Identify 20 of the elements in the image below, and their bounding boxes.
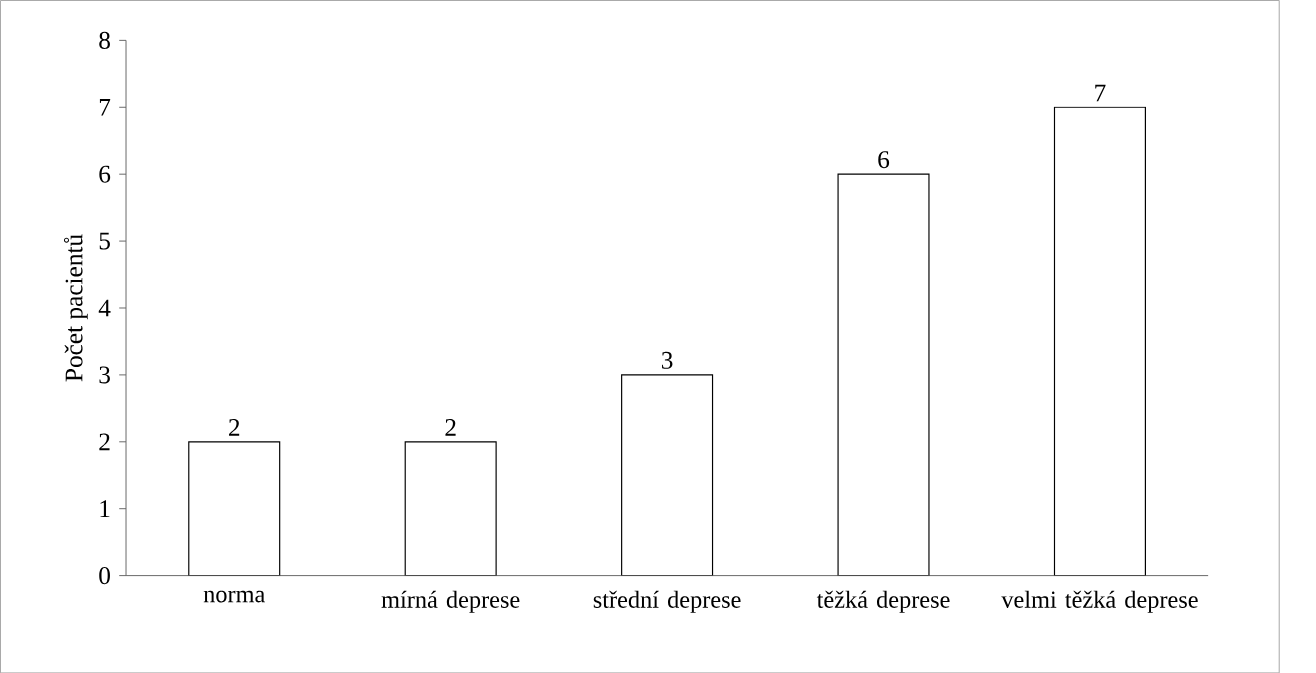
data-label: 3 bbox=[661, 351, 673, 369]
x-tick-label: střední deprese bbox=[593, 590, 741, 613]
y-tick-label: 3 bbox=[99, 366, 110, 384]
data-label: 6 bbox=[878, 150, 890, 168]
x-tick-label: norma bbox=[203, 590, 265, 603]
data-label: 2 bbox=[445, 418, 456, 436]
y-tick-label: 6 bbox=[99, 165, 111, 183]
x-tick-label: těžká deprese bbox=[816, 590, 950, 613]
y-tick-label: 2 bbox=[99, 433, 110, 450]
data-label: 2 bbox=[229, 418, 240, 436]
x-tick-label: velmi těžká deprese bbox=[1001, 590, 1198, 613]
y-tick-label: 5 bbox=[99, 232, 110, 250]
y-tick-label: 1 bbox=[100, 500, 110, 517]
y-tick-label: 4 bbox=[98, 299, 111, 317]
y-tick-label: 0 bbox=[99, 566, 110, 584]
x-tick-label: mírná deprese bbox=[381, 590, 520, 613]
data-label: 7 bbox=[1095, 84, 1106, 102]
y-axis-title: Počet pacientů bbox=[63, 234, 88, 382]
y-tick-label: 8 bbox=[99, 31, 110, 49]
y-tick-label: 7 bbox=[99, 98, 111, 116]
